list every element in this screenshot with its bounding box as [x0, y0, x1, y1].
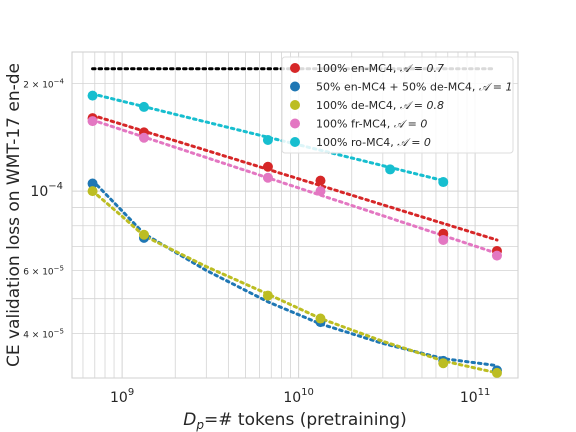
fit-line: [91, 113, 499, 242]
legend-label: 50% en-MC4 + 50% de-MC4, 𝒜 = 1: [316, 81, 513, 94]
data-point: [87, 116, 98, 127]
legend-marker: [290, 137, 300, 147]
data-point: [262, 161, 273, 172]
x-axis-label-sub: p: [195, 418, 204, 432]
data-point: [315, 175, 326, 186]
data-point: [262, 290, 273, 301]
fit-lines: [91, 67, 499, 375]
data-point: [315, 186, 326, 197]
legend-label: 100% de-MC4, 𝒜 = 0.8: [316, 99, 444, 112]
x-axis-label-rest: =# tokens (pretraining): [204, 410, 407, 430]
data-point: [438, 234, 449, 245]
data-point: [87, 186, 98, 197]
data-point: [138, 101, 149, 112]
data-point: [438, 358, 449, 369]
data-point: [262, 172, 273, 183]
fit-line: [91, 118, 499, 255]
legend-marker: [290, 118, 300, 129]
data-points: [87, 90, 502, 378]
data-point: [491, 250, 502, 261]
data-point: [138, 132, 149, 143]
data-point: [87, 178, 98, 189]
legend-marker: [290, 63, 300, 73]
x-axis-label: Dp=# tokens (pretraining): [183, 410, 406, 432]
y-minor-tick-label: 4 × 10−5: [23, 327, 64, 340]
y-tick-label: 10−4: [30, 181, 63, 200]
data-point: [87, 90, 98, 101]
data-point: [315, 313, 326, 324]
legend-marker: [290, 81, 300, 92]
x-tick-label: 1011: [460, 387, 491, 406]
legend-label: 100% ro-MC4, 𝒜 = 0: [316, 136, 431, 149]
legend: 100% en-MC4, 𝒜 = 0.7 50% en-MC4 + 50% de-…: [281, 56, 514, 154]
y-minor-tick-label: 2 × 10−4: [23, 78, 64, 91]
x-tick-label: 1010: [283, 387, 314, 406]
x-tick-label: 109: [110, 387, 134, 406]
data-point: [138, 229, 149, 240]
legend-marker: [290, 100, 300, 110]
data-point: [438, 177, 449, 188]
y-axis-label: CE validation loss on WMT-17 en-de: [4, 63, 24, 367]
legend-label: 100% en-MC4, 𝒜 = 0.7: [316, 62, 444, 75]
data-point: [385, 164, 396, 175]
data-point: [491, 367, 502, 378]
legend-label: 100% fr-MC4, 𝒜 = 0: [316, 118, 427, 131]
tick-labels: 109 1010 1011 10−4 2 × 10−4 6 × 10−5 4 × 10−5: [23, 78, 490, 406]
y-minor-tick-label: 6 × 10−5: [23, 264, 64, 277]
x-axis-label-main: D: [183, 410, 196, 430]
data-point: [262, 134, 273, 145]
